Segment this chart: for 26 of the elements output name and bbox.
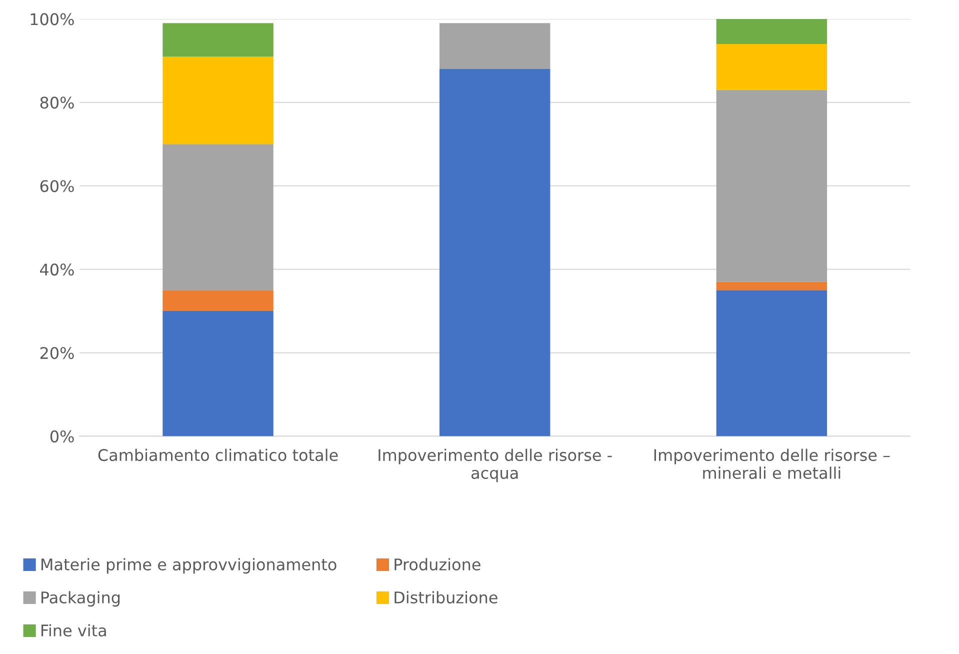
legend-label: Packaging <box>42 591 120 607</box>
bar <box>716 44 828 90</box>
bar <box>439 69 550 436</box>
bar <box>716 90 828 282</box>
bar <box>716 18 828 44</box>
legend-label: Distribuzione <box>394 591 498 604</box>
bar <box>716 282 828 290</box>
legend-label: Materie prime e approvvigionamento <box>42 558 336 574</box>
bar <box>716 290 828 436</box>
y-tick-label: 60% <box>40 180 74 192</box>
legend-label: Fine vita <box>42 624 106 637</box>
y-tick-label: 40% <box>40 264 74 276</box>
y-tick-label: 0% <box>50 430 74 443</box>
bar <box>162 290 274 312</box>
bar <box>162 311 274 436</box>
x-tick-label: Impoverimento delle risorse - acqua <box>378 448 612 482</box>
y-tick-label: 100% <box>30 13 74 26</box>
bar <box>162 144 274 290</box>
bar <box>162 23 274 57</box>
bar <box>439 23 550 70</box>
x-tick-label: Impoverimento delle risorse – minerali e metalli <box>654 448 890 479</box>
legend-label: Produzione <box>394 558 480 570</box>
x-tick-label: Cambiamento climatico totale <box>98 448 338 462</box>
y-tick-label: 80% <box>40 96 74 109</box>
bar <box>162 56 274 144</box>
y-tick-label: 20% <box>40 346 74 360</box>
